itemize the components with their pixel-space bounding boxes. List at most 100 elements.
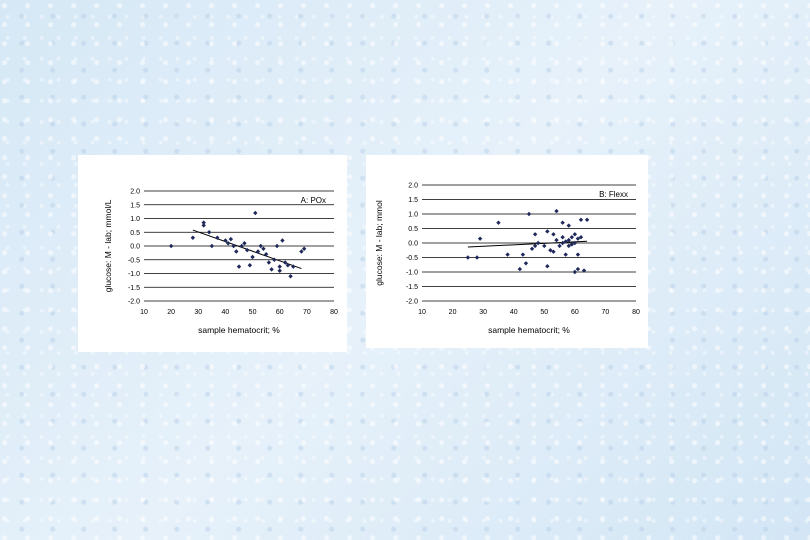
data-point-b-37 xyxy=(575,252,581,257)
data-point-a-21 xyxy=(261,246,266,251)
x-axis-label-a: sample hematocrit; % xyxy=(198,325,280,335)
data-point-a-11 xyxy=(234,249,239,254)
y-tick-label-a-0: 2.0 xyxy=(130,189,140,196)
data-point-a-3 xyxy=(201,223,206,228)
data-point-b-5 xyxy=(517,266,523,272)
x-tick-label-b-5: 60 xyxy=(571,309,579,316)
data-point-b-22 xyxy=(560,235,565,240)
data-point-b-25 xyxy=(563,252,568,257)
data-point-a-29 xyxy=(280,238,285,243)
data-point-a-10 xyxy=(231,243,236,249)
data-point-b-30 xyxy=(569,235,574,240)
data-point-a-32 xyxy=(288,274,293,279)
data-point-b-7 xyxy=(523,261,529,266)
data-point-a-35 xyxy=(301,246,307,251)
data-point-a-30 xyxy=(282,260,288,265)
x-tick-label-a-5: 60 xyxy=(276,309,284,316)
data-point-b-29 xyxy=(566,243,571,249)
scatter-chart-b: 2.0 1.5 1.0 0.5 0.0 -0.5 -1.0 -1.5 -2.010 20 30 40 5… xyxy=(374,183,640,336)
y-tick-label-b-0: 2.0 xyxy=(408,183,418,190)
data-point-b-33 xyxy=(572,232,578,237)
data-point-a-14 xyxy=(242,241,247,246)
data-point-b-41 xyxy=(584,217,590,222)
data-point-b-14 xyxy=(545,264,550,269)
data-point-a-28 xyxy=(277,268,282,273)
chart-title-b: B: Flexx xyxy=(599,190,628,199)
x-tick-label-b-1: 20 xyxy=(449,309,457,316)
y-tick-label-a-6: -1.0 xyxy=(128,271,140,278)
data-point-a-23 xyxy=(266,260,272,265)
data-point-b-21 xyxy=(557,243,562,249)
data-point-b-18 xyxy=(551,232,556,237)
data-point-b-36 xyxy=(575,266,581,272)
x-axis-label-b: sample hematocrit; % xyxy=(488,325,570,335)
data-point-b-13 xyxy=(542,243,547,249)
y-tick-label-a-3: 0.5 xyxy=(130,230,140,237)
y-tick-label-b-7: -1.5 xyxy=(406,284,418,291)
data-point-b-8 xyxy=(526,211,532,217)
data-point-b-28 xyxy=(566,223,571,228)
data-point-a-18 xyxy=(253,210,258,216)
data-point-a-9 xyxy=(228,236,234,242)
x-tick-label-a-1: 20 xyxy=(167,309,175,316)
data-point-a-24 xyxy=(269,267,274,272)
chart-title-a: A: POx xyxy=(301,196,326,205)
x-tick-label-b-0: 10 xyxy=(418,309,426,316)
data-point-a-12 xyxy=(236,264,242,269)
data-point-b-19 xyxy=(554,208,559,214)
data-point-b-0 xyxy=(465,255,471,260)
y-tick-label-a-5: -0.5 xyxy=(128,257,140,264)
y-axis-label-b: glucose: M - lab; mmol xyxy=(374,200,384,286)
y-tick-label-b-6: -1.0 xyxy=(406,270,418,277)
x-tick-label-a-7: 80 xyxy=(330,309,338,316)
y-tick-label-a-2: 1.0 xyxy=(130,216,140,223)
data-point-a-27 xyxy=(277,264,282,269)
data-point-a-4 xyxy=(206,230,212,235)
data-point-b-17 xyxy=(551,249,556,254)
x-tick-label-b-7: 80 xyxy=(632,309,640,316)
data-point-a-1 xyxy=(190,235,196,240)
data-point-b-15 xyxy=(545,229,550,234)
data-point-a-26 xyxy=(274,243,280,249)
data-point-b-20 xyxy=(554,237,559,243)
data-point-a-17 xyxy=(250,254,255,260)
y-tick-label-b-1: 1.5 xyxy=(408,197,418,204)
x-tick-label-b-2: 30 xyxy=(479,309,487,316)
data-point-a-34 xyxy=(299,249,304,254)
x-tick-label-a-2: 30 xyxy=(194,309,202,316)
data-point-b-12 xyxy=(535,240,541,246)
data-point-b-39 xyxy=(578,217,584,222)
data-point-a-25 xyxy=(272,257,277,262)
data-point-a-15 xyxy=(244,247,250,253)
x-tick-label-a-3: 40 xyxy=(222,309,230,316)
y-axis-label-a: glucose: M - lab; mmol/L xyxy=(103,199,113,292)
data-point-b-24 xyxy=(560,220,565,225)
x-tick-label-b-6: 70 xyxy=(602,309,610,316)
data-point-b-10 xyxy=(532,232,538,237)
data-point-b-34 xyxy=(572,269,578,275)
x-tick-label-a-6: 70 xyxy=(303,309,311,316)
chart-panel-b: 2.0 1.5 1.0 0.5 0.0 -0.5 -1.0 -1.5 -2.0 10 20 30 40 5… xyxy=(366,155,648,348)
data-point-b-4 xyxy=(505,252,510,257)
x-tick-label-b-4: 50 xyxy=(540,309,548,316)
data-point-a-7 xyxy=(223,238,228,243)
data-point-b-40 xyxy=(581,268,587,273)
data-point-b-6 xyxy=(520,252,526,257)
data-point-b-38 xyxy=(578,235,584,240)
data-point-b-1 xyxy=(474,255,480,260)
y-tick-label-b-4: 0.0 xyxy=(408,241,418,248)
data-point-b-27 xyxy=(566,237,571,243)
data-point-a-33 xyxy=(291,264,296,269)
data-point-a-8 xyxy=(225,241,231,246)
y-tick-label-a-8: -2.0 xyxy=(128,299,140,306)
scatter-chart-a: 2.0 1.5 1.0 0.5 0.0 -0.5 -1.0 -1.5 -2.010 20 30 40 5… xyxy=(103,189,338,336)
data-point-a-2 xyxy=(201,220,206,225)
chart-panel-a: 2.0 1.5 1.0 0.5 0.0 -0.5 -1.0 -1.5 -2.0 10 20 30 40 5… xyxy=(78,155,347,352)
y-tick-label-b-2: 1.0 xyxy=(408,212,418,219)
y-tick-label-a-4: 0.0 xyxy=(130,244,140,251)
data-point-a-16 xyxy=(247,263,253,268)
data-point-a-5 xyxy=(209,243,215,249)
x-tick-label-a-0: 10 xyxy=(140,309,148,316)
y-tick-label-b-5: -0.5 xyxy=(406,255,418,262)
y-tick-label-a-7: -1.5 xyxy=(128,285,140,292)
